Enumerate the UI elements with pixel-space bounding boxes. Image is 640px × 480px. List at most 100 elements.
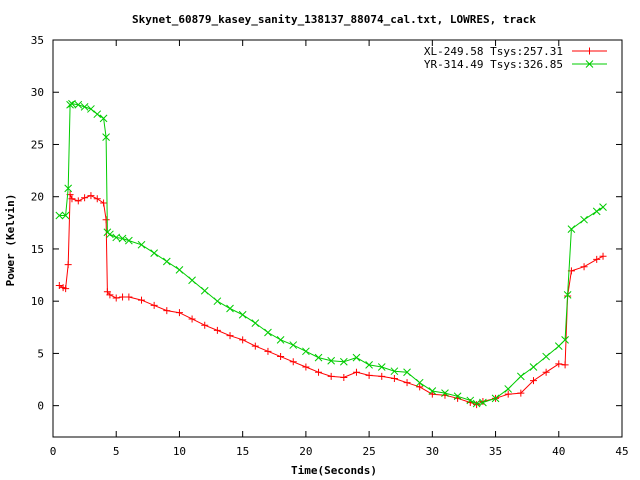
data-point [441,389,449,397]
data-point [340,373,348,381]
data-point [213,326,221,334]
data-point [352,353,361,362]
x-axis: 0 5 10 15 20 25 30 35 40 45 [50,40,629,458]
data-point [226,332,234,340]
y-axis: 0 5 10 15 20 25 30 35 [31,34,622,413]
data-point [473,401,481,409]
data-point [599,203,607,212]
data-point [315,368,323,376]
data-point [55,211,64,220]
data-point [491,394,500,403]
data-point [403,368,411,377]
data-point [93,110,102,119]
data-point [87,192,95,200]
data-point [352,368,360,376]
data-point [201,321,209,329]
y-tick-label: 0 [37,400,44,413]
plot-frame [52,39,623,438]
data-point [61,211,70,220]
data-point [428,390,436,398]
data-point [567,225,576,233]
data-point [277,353,285,361]
data-point [264,347,272,355]
y-tick-label: 25 [31,138,44,151]
data-point [453,392,462,401]
data-point [555,360,563,368]
data-point [162,257,171,266]
data-point [479,398,487,407]
data-point [314,353,323,362]
x-tick-label: 25 [362,445,375,458]
data-point [80,103,89,111]
data-point [200,286,209,295]
data-point [175,265,184,274]
y-tick-label: 20 [31,191,44,204]
data-point [188,276,196,285]
data-point [112,233,121,242]
data-point [125,293,133,301]
data-point [66,100,74,109]
data-point [125,236,133,245]
data-point [529,363,538,371]
y-tick-label: 35 [31,34,44,47]
data-point [289,358,297,366]
data-point [81,194,89,202]
data-point [542,368,550,376]
data-point [238,310,247,319]
data-point [239,336,247,344]
data-point [504,390,512,398]
legend-swatch-marker [585,60,594,68]
data-point [599,252,607,260]
x-tick-label: 10 [173,445,186,458]
data-point [276,335,285,344]
legend-swatch-marker [586,47,593,55]
series-line [59,194,604,406]
legend-entry-label: XL-249.58 Tsys:257.31 [424,45,563,58]
x-tick-label: 40 [552,445,565,458]
series-1 [55,191,607,409]
y-tick-label: 10 [31,295,44,308]
data-point [378,372,386,380]
data-point [251,342,259,350]
data-point [175,309,183,317]
data-point [118,234,127,243]
data-point [55,282,63,290]
data-point [106,291,114,299]
data-point [327,356,336,365]
data-point [516,372,525,381]
data-point [163,307,171,315]
chart-title: Skynet_60879_kasey_sanity_138137_88074_c… [132,13,536,26]
data-point [64,261,72,269]
data-point [106,230,114,239]
series-layer [55,99,607,409]
data-point [68,99,76,108]
data-point [561,361,569,369]
data-point [466,396,475,405]
data-point [74,100,83,109]
data-point [592,207,601,216]
data-point [226,304,234,313]
legend-entry-label: YR-314.49 Tsys:326.85 [424,58,563,71]
x-tick-label: 5 [113,445,120,458]
data-point [188,315,196,323]
data-point [251,319,260,327]
data-point [390,374,398,382]
data-point [302,363,310,371]
data-point [390,367,399,376]
data-point [74,197,82,205]
x-tick-label: 0 [50,445,57,458]
x-tick-label: 30 [426,445,439,458]
data-point [93,195,101,203]
data-point [150,301,158,309]
data-point [137,240,146,249]
series-2 [55,99,607,408]
data-point [504,385,513,393]
data-point [580,263,588,271]
x-tick-label: 45 [615,445,628,458]
data-point [119,293,127,301]
data-point [62,285,70,293]
